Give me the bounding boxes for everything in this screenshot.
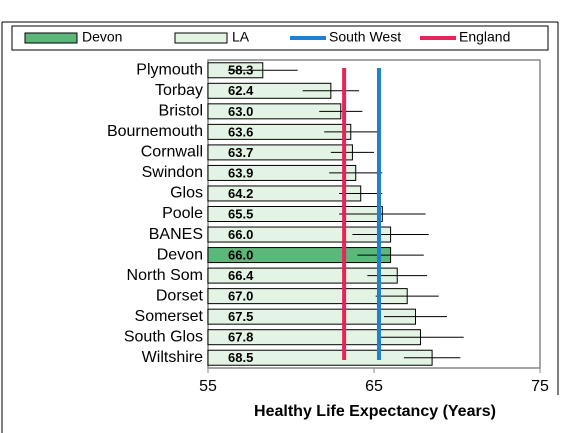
value-label: 63.7 [228, 145, 253, 160]
legend-label: Devon [82, 29, 122, 45]
y-tick-label: Somerset [135, 308, 204, 325]
x-tick-label: 65 [365, 378, 383, 395]
value-label: 66.0 [228, 248, 253, 263]
value-label: 66.0 [228, 227, 253, 242]
value-label: 68.5 [228, 350, 253, 365]
x-axis-label: Healthy Life Expectancy (Years) [254, 403, 496, 420]
value-label: 63.6 [228, 124, 253, 139]
y-tick-label: Glos [170, 185, 203, 202]
value-label: 63.0 [228, 104, 253, 119]
value-label: 64.2 [228, 186, 253, 201]
value-label: 67.5 [228, 309, 253, 324]
y-tick-label: Bristol [159, 103, 203, 120]
y-tick-label: Plymouth [136, 61, 203, 78]
y-tick-label: Torbay [155, 82, 203, 99]
y-tick-label: Poole [162, 205, 203, 222]
legend-swatch [24, 32, 78, 44]
value-label: 67.0 [228, 289, 253, 304]
value-label: 66.4 [228, 268, 254, 283]
value-label: 65.5 [228, 206, 253, 221]
x-tick-label: 75 [531, 378, 549, 395]
y-tick-label: Devon [157, 246, 203, 263]
y-tick-label: Cornwall [141, 144, 203, 161]
legend-label: South West [329, 29, 401, 45]
x-tick-label: 55 [199, 378, 217, 395]
y-tick-label: Wiltshire [142, 349, 203, 366]
legend-swatch [174, 32, 228, 44]
y-tick-label: Dorset [156, 287, 204, 304]
value-label: 67.8 [228, 330, 253, 345]
value-label: 63.9 [228, 165, 253, 180]
legend-box [11, 25, 549, 51]
y-tick-label: South Glos [124, 328, 203, 345]
legend-label: LA [232, 29, 250, 45]
value-label: 62.4 [228, 83, 254, 98]
y-tick-label: Swindon [142, 164, 203, 181]
y-tick-label: Bournemouth [107, 123, 203, 140]
y-tick-label: North Som [127, 267, 203, 284]
value-label: 58.3 [228, 63, 253, 78]
y-tick-label: BANES [149, 226, 203, 243]
legend-label: England [459, 29, 510, 45]
